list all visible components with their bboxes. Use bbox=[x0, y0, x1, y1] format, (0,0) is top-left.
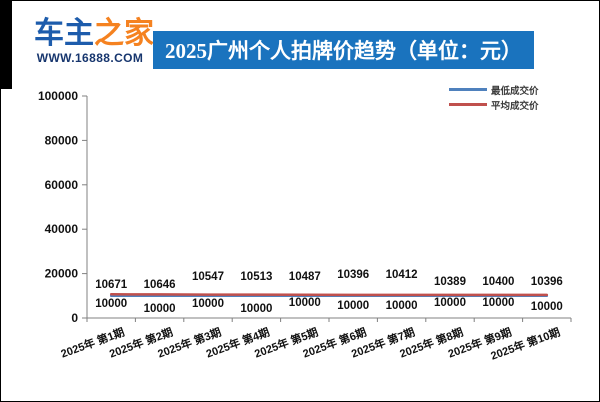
legend-label-min: 最低成交价 bbox=[491, 85, 539, 97]
min-price-data-label: 10000 bbox=[434, 297, 466, 309]
min-price-data-label: 10000 bbox=[144, 303, 176, 315]
avg-price-data-label: 10547 bbox=[192, 271, 224, 283]
avg-price-data-label: 10412 bbox=[386, 269, 418, 281]
avg-price-data-label: 10487 bbox=[289, 271, 321, 283]
avg-price-data-label: 10513 bbox=[240, 271, 272, 283]
y-axis-tick-label: 80000 bbox=[45, 133, 79, 147]
y-axis-tick-label: 60000 bbox=[45, 178, 79, 192]
logo-part-blue: 车主 bbox=[34, 17, 94, 50]
chart-legend: 最低成交价 平均成交价 bbox=[449, 82, 539, 112]
y-axis-tick-label: 0 bbox=[71, 311, 78, 325]
min-price-data-label: 10000 bbox=[386, 300, 418, 312]
logo-part-orange: 之家 bbox=[94, 17, 154, 50]
legend-item-avg: 平均成交价 bbox=[449, 97, 539, 112]
site-logo-text: 车主之家 bbox=[34, 17, 154, 51]
y-axis-tick-label: 20000 bbox=[45, 267, 79, 281]
min-price-data-label: 10000 bbox=[95, 298, 127, 310]
legend-label-avg: 平均成交价 bbox=[491, 100, 539, 112]
chart-title: 2025广州个人拍牌价趋势（单位：元） bbox=[165, 39, 522, 63]
min-price-data-label: 10000 bbox=[531, 301, 563, 313]
min-price-data-label: 10000 bbox=[482, 297, 514, 309]
avg-price-data-label: 10396 bbox=[337, 269, 369, 281]
site-logo[interactable]: 车主之家 WWW.16888.COM bbox=[34, 17, 154, 65]
min-price-data-label: 10000 bbox=[289, 297, 321, 309]
legend-line-swatch-min bbox=[449, 88, 487, 91]
avg-price-data-label: 10671 bbox=[95, 279, 128, 291]
avg-price-data-label: 10646 bbox=[144, 279, 176, 291]
min-price-data-label: 10000 bbox=[192, 298, 224, 310]
chart-title-banner: 2025广州个人拍牌价趋势（单位：元） bbox=[153, 31, 534, 69]
y-axis-tick-label: 100000 bbox=[38, 89, 78, 103]
min-price-data-label: 10000 bbox=[337, 300, 369, 312]
avg-price-data-label: 10396 bbox=[531, 276, 563, 288]
corner-black-block bbox=[1, 1, 12, 89]
site-url: WWW.16888.COM bbox=[36, 51, 144, 65]
avg-price-data-label: 10400 bbox=[482, 276, 514, 288]
y-axis-tick-label: 40000 bbox=[45, 222, 79, 236]
legend-item-min: 最低成交价 bbox=[449, 82, 539, 97]
min-price-data-label: 10000 bbox=[240, 303, 272, 315]
avg-price-data-label: 10389 bbox=[434, 276, 466, 288]
legend-line-swatch-avg bbox=[449, 103, 487, 106]
